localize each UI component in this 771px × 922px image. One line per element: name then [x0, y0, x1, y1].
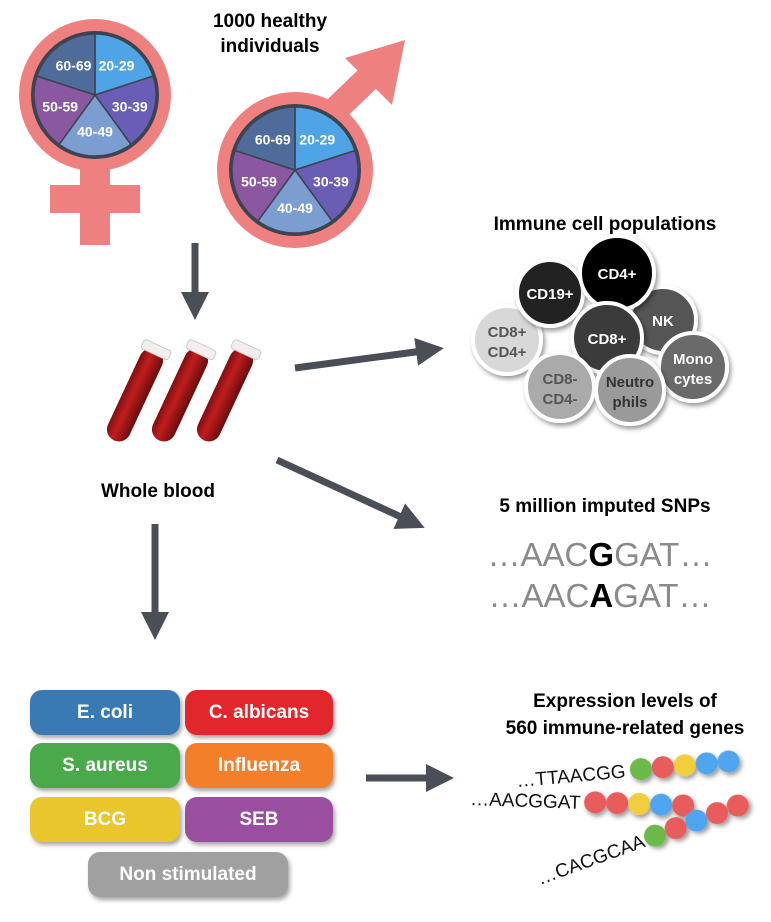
age-slice-label: 60-69	[255, 131, 291, 147]
age-slice	[294, 106, 356, 172]
age-slice-label: 20-29	[299, 131, 335, 147]
cell-population: CD8- CD4-	[524, 351, 596, 423]
expression-bead	[629, 758, 652, 781]
expression-bead	[673, 754, 696, 777]
arrow-to-snps	[275, 456, 425, 529]
flow-arrows	[141, 243, 454, 792]
snp-seq1-post: GAT…	[614, 536, 712, 573]
expression-bead	[606, 792, 629, 815]
cell-label: Mono	[673, 351, 713, 368]
cell-label: CD4+	[598, 266, 637, 283]
snp-allele-1: G	[588, 536, 614, 573]
expression-bead	[706, 802, 729, 825]
age-slice	[58, 93, 132, 157]
cell-label: CD19+	[526, 286, 573, 303]
stimulus-non-stimulated: Non stimulated	[88, 852, 288, 897]
age-slice-label: 50-59	[42, 98, 78, 114]
cell-label-line2: CD4-	[542, 391, 577, 408]
snp-seq1-pre: …AAC	[488, 536, 589, 573]
age-slice	[36, 33, 96, 97]
snps-title: 5 million imputed SNPs	[499, 496, 710, 517]
cell-label: NK	[652, 313, 674, 330]
cohort-title-line2: individuals	[220, 36, 319, 57]
cell-population: CD19+	[515, 258, 585, 328]
age-slice	[33, 75, 97, 146]
age-slice	[234, 106, 296, 172]
age-slice-label: 20-29	[99, 57, 135, 73]
cell-label-line2: cytes	[674, 371, 712, 388]
stimulus-e-coli: E. coli	[30, 690, 180, 735]
age-slice	[231, 149, 297, 223]
cell-label-line2: phils	[612, 394, 647, 411]
cell-label: CD8+	[588, 331, 627, 348]
gene-sequence: …AACGGAT	[470, 789, 582, 814]
age-slice-label: 40-49	[77, 124, 113, 140]
blood-tubes-icon	[106, 339, 262, 442]
cell-population: Neutro phils	[594, 354, 666, 426]
age-slice-label: 30-39	[313, 174, 349, 190]
age-slice-label: 60-69	[56, 57, 92, 73]
expression-bead	[650, 793, 673, 816]
expression-bead	[644, 824, 667, 847]
stimulus-bcg: BCG	[30, 797, 180, 842]
cells-title: Immune cell populations	[494, 214, 717, 235]
expression-bead	[695, 752, 718, 775]
expression-bead	[685, 809, 708, 832]
cell-population: CD4+	[578, 234, 656, 312]
stimulus-influenza: Influenza	[185, 743, 333, 788]
age-slice-label: 30-39	[112, 98, 148, 114]
age-slice	[256, 168, 334, 234]
expression-bead	[717, 750, 740, 773]
age-slice	[293, 149, 359, 223]
age-slice	[94, 33, 154, 97]
expression-bead	[651, 756, 674, 779]
whole-blood-label: Whole blood	[101, 481, 215, 502]
arrow-to-cells	[294, 337, 444, 372]
stimulus-s-aureus: S. aureus	[30, 743, 180, 788]
cell-label: Neutro	[606, 374, 654, 391]
age-slice-label: 50-59	[241, 174, 277, 190]
snp-sequence-1: …AACGGAT…	[488, 536, 713, 573]
expression-bead	[726, 794, 749, 817]
expression-title-line1: Expression levels of	[533, 691, 717, 712]
cell-population: Mono cytes	[657, 331, 729, 403]
cell-label: CD8+	[488, 324, 527, 341]
expression-bead	[664, 817, 687, 840]
gene-sequence: …CACGCAA	[535, 831, 649, 889]
stimulus-c-albicans: C. albicans	[185, 690, 333, 735]
cell-label: CD8-	[542, 371, 577, 388]
cell-label-line2: CD4+	[488, 344, 527, 361]
cell-population: CD8+ CD4+	[471, 304, 543, 376]
expression-bead	[584, 791, 607, 814]
expression-title-line2: 560 immune-related genes	[506, 718, 745, 739]
cohort-title-line1: 1000 healthy	[213, 11, 327, 32]
snp-sequence-2: …AACAGAT…	[488, 577, 711, 614]
gene-strand: …TTAACGG	[507, 750, 747, 794]
snp-seq2-pre: …AAC	[488, 577, 589, 614]
expression-bead	[672, 794, 695, 817]
snp-seq2-post: GAT…	[613, 577, 711, 614]
expression-bead	[628, 792, 651, 815]
snp-allele-2: A	[589, 577, 613, 614]
age-slice-label: 40-49	[277, 200, 313, 216]
age-slice	[93, 75, 157, 146]
gene-strand: …AACGGAT	[459, 789, 700, 819]
female-symbol-icon: 20-29 30-39 40-49 50-59 60-69	[19, 19, 171, 245]
snp-sequences: …AACGGAT… …AACAGAT…	[488, 536, 713, 614]
stimulus-seb: SEB	[185, 797, 333, 842]
